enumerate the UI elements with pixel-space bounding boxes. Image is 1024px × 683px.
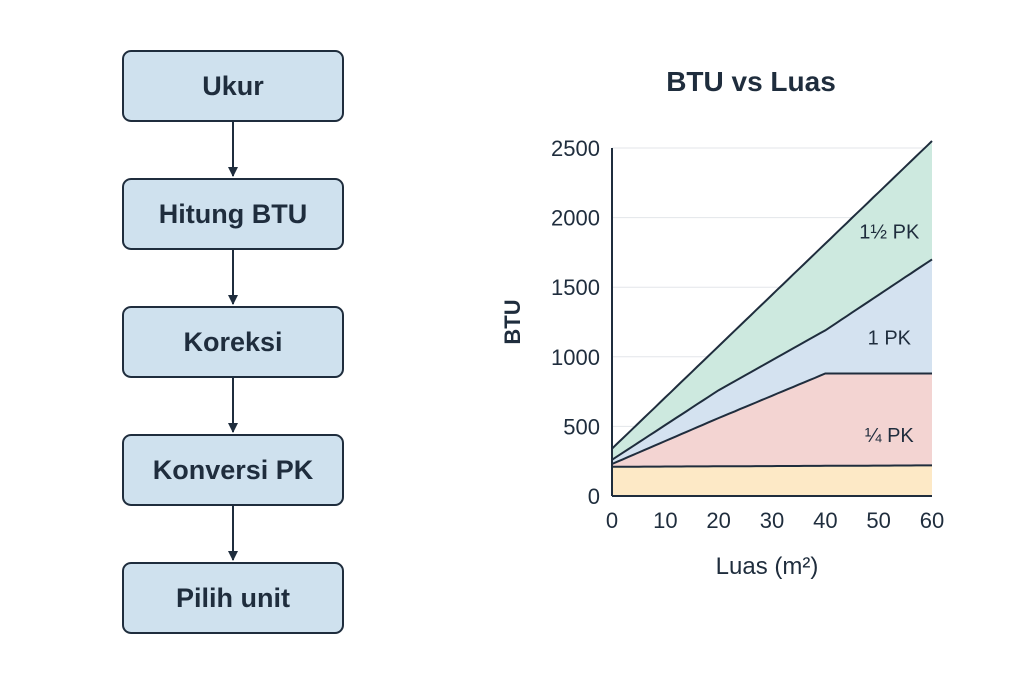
band-label: ¼ PK bbox=[865, 425, 915, 447]
step-pilih-unit: Pilih unit bbox=[122, 562, 344, 634]
step-konversi-pk: Konversi PK bbox=[122, 434, 344, 506]
chart-title: BTU vs Luas bbox=[666, 66, 836, 97]
boundary-line-0 bbox=[611, 464, 932, 468]
y-tick-label: 2000 bbox=[551, 206, 600, 231]
tick-labels: 0 500 1000 1500 2000 2500 0 10 20 30 40 50 60 bbox=[551, 136, 944, 533]
y-tick-label: 500 bbox=[563, 414, 600, 439]
y-tick-label: 1000 bbox=[551, 345, 600, 370]
area-band-2 bbox=[612, 259, 932, 464]
boundary-lines bbox=[611, 140, 933, 468]
y-tick-label: 0 bbox=[588, 484, 600, 509]
band-label: 1½ PK bbox=[859, 222, 920, 244]
band-labels: ¼ PK 1 PK 1½ PK bbox=[859, 222, 920, 447]
x-tick-label: 40 bbox=[813, 508, 837, 533]
area-bands bbox=[612, 141, 932, 496]
area-band-0 bbox=[612, 465, 932, 496]
x-tick-label: 0 bbox=[606, 508, 618, 533]
area-band-1 bbox=[612, 373, 932, 467]
step-koreksi: Koreksi bbox=[122, 306, 344, 378]
y-axis-label: BTU bbox=[500, 299, 525, 344]
x-tick-label: 30 bbox=[760, 508, 784, 533]
x-axis-label: Luas (m²) bbox=[716, 553, 819, 580]
area-band-3 bbox=[612, 141, 932, 460]
btu-chart: BTU vs Luas 0 500 1000 1500 2000 2500 0 10 20 30 4… bbox=[500, 66, 944, 580]
x-tick-label: 60 bbox=[920, 508, 944, 533]
y-tick-label: 1500 bbox=[551, 275, 600, 300]
boundary-line-1 bbox=[611, 372, 932, 465]
band-label: 1 PK bbox=[868, 327, 912, 349]
x-tick-label: 50 bbox=[866, 508, 890, 533]
x-tick-label: 20 bbox=[706, 508, 730, 533]
axes bbox=[611, 148, 932, 497]
boundary-line-2 bbox=[611, 258, 933, 461]
x-tick-label: 10 bbox=[653, 508, 677, 533]
flow-arrows bbox=[228, 122, 238, 561]
step-ukur: Ukur bbox=[122, 50, 344, 122]
step-hitung-btu: Hitung BTU bbox=[122, 178, 344, 250]
flowchart: Ukur Hitung BTU Koreksi Konversi PK Pili… bbox=[0, 0, 460, 683]
boundary-line-3 bbox=[611, 140, 933, 450]
y-tick-label: 2500 bbox=[551, 136, 600, 161]
